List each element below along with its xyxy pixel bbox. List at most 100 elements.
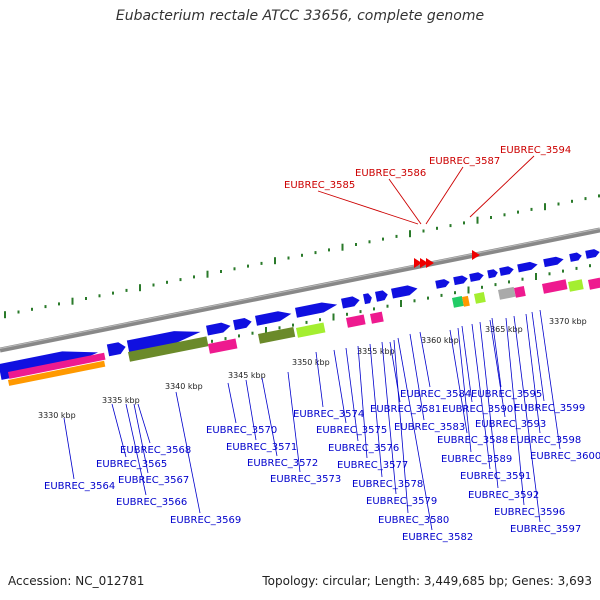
- outer-tick: [571, 200, 573, 203]
- gene-label: EUBREC_3589: [441, 454, 512, 465]
- outer-tick: [369, 240, 371, 243]
- scale-label: 3350 kbp: [292, 358, 330, 367]
- outer-tick: [382, 238, 384, 241]
- gene-label: EUBREC_3574: [293, 409, 364, 420]
- gene-label: EUBREC_3583: [394, 422, 465, 433]
- inner-tick: [373, 307, 375, 310]
- inner-tick: [576, 267, 578, 270]
- outer-tick: [234, 267, 236, 270]
- inner-tick: [549, 272, 551, 275]
- scale-label: 3335 kbp: [102, 396, 140, 405]
- outer-tick: [355, 243, 357, 246]
- gene-label: EUBREC_3597: [510, 524, 581, 535]
- inner-tick: [400, 300, 402, 307]
- forward-gene-arrow: [295, 300, 338, 318]
- scale-label: 3360 kbp: [421, 336, 459, 345]
- scale-label: 3340 kbp: [165, 382, 203, 391]
- annotation-block: [568, 279, 584, 292]
- outer-tick: [153, 284, 155, 287]
- inner-tick: [360, 310, 362, 313]
- genome-map: 3330 kbp3335 kbp3340 kbp3345 kbp3350 kbp…: [0, 0, 600, 600]
- label-layer: EUBREC_3585EUBREC_3586EUBREC_3587EUBREC_…: [44, 145, 600, 543]
- inner-tick: [495, 283, 497, 286]
- annotation-block: [452, 296, 464, 308]
- gene-label: EUBREC_3598: [510, 435, 581, 446]
- outer-tick: [99, 294, 101, 297]
- highlight-leader-line: [426, 167, 463, 224]
- outer-tick: [288, 257, 290, 260]
- inner-tick: [562, 270, 564, 273]
- gene-label: EUBREC_3588: [437, 435, 508, 446]
- annotation-block: [498, 287, 516, 300]
- outer-tick: [180, 278, 182, 281]
- gene-label: EUBREC_3584: [400, 389, 471, 400]
- outer-tick: [45, 305, 47, 308]
- gene-label: EUBREC_3595: [471, 389, 542, 400]
- outer-tick: [207, 271, 209, 278]
- outer-tick: [31, 308, 33, 311]
- inner-tick: [333, 314, 335, 321]
- gene-label: EUBREC_3599: [514, 403, 585, 414]
- inner-tick: [535, 273, 537, 280]
- inner-tick: [319, 318, 321, 321]
- outer-tick: [193, 275, 195, 278]
- forward-gene-arrow: [233, 317, 253, 330]
- inner-tick: [508, 280, 510, 283]
- annotation-block: [346, 314, 366, 327]
- scale-label: 3355 kbp: [357, 347, 395, 356]
- forward-gene-arrow: [585, 248, 600, 259]
- outer-tick: [436, 227, 438, 230]
- gene-label: EUBREC_3591: [460, 471, 531, 482]
- inner-tick: [454, 291, 456, 294]
- outer-tick: [18, 311, 20, 314]
- outer-tick: [315, 251, 317, 254]
- annotation-block: [514, 286, 526, 298]
- gene-label: EUBREC_3572: [247, 458, 318, 469]
- annotation-block: [296, 323, 325, 338]
- annotation-block: [474, 292, 486, 304]
- gene-leader-line: [228, 383, 236, 423]
- inner-tick: [279, 326, 281, 329]
- outer-tick: [450, 224, 452, 227]
- outer-tick: [423, 230, 425, 233]
- gene-label: EUBREC_3570: [206, 425, 277, 436]
- gene-label: EUBREC_3596: [494, 507, 565, 518]
- highlight-gene-label: EUBREC_3585: [284, 180, 355, 191]
- outer-tick: [301, 254, 303, 257]
- outer-tick: [504, 213, 506, 216]
- outer-tick: [490, 216, 492, 219]
- forward-gene-arrow: [255, 309, 292, 326]
- outer-tick: [4, 311, 6, 318]
- gene-label: EUBREC_3580: [378, 515, 449, 526]
- annotation-block: [588, 278, 600, 290]
- inner-tick: [441, 294, 443, 297]
- outer-tick: [126, 289, 128, 292]
- inner-tick: [481, 286, 483, 289]
- highlight-leader-line: [389, 179, 421, 224]
- forward-gene-arrow: [435, 278, 450, 289]
- gene-label: EUBREC_3564: [44, 481, 115, 492]
- gene-label: EUBREC_3593: [475, 419, 546, 430]
- highlight-gene-label: EUBREC_3586: [355, 168, 426, 179]
- gene-label: EUBREC_3565: [96, 459, 167, 470]
- outer-tick: [112, 292, 114, 295]
- gene-leader-line: [288, 372, 300, 472]
- highlight-leader-line: [318, 191, 418, 224]
- inner-tick: [522, 278, 524, 281]
- inner-tick: [306, 321, 308, 324]
- forward-gene-arrow: [453, 275, 468, 286]
- forward-gene-arrow: [341, 295, 361, 308]
- gene-label: EUBREC_3573: [270, 474, 341, 485]
- outer-tick: [85, 297, 87, 300]
- annotation-block: [258, 327, 295, 344]
- forward-gene-arrow: [206, 321, 231, 336]
- outer-tick: [517, 211, 519, 214]
- outer-tick: [274, 257, 276, 264]
- gene-label: EUBREC_3600: [530, 451, 600, 462]
- annotation-block: [370, 312, 384, 324]
- forward-gene-arrow: [375, 290, 389, 302]
- accession-text: Accession: NC_012781: [8, 574, 144, 588]
- inner-tick: [468, 287, 470, 294]
- scale-label: 3345 kbp: [228, 371, 266, 380]
- gene-leader-line: [64, 418, 74, 479]
